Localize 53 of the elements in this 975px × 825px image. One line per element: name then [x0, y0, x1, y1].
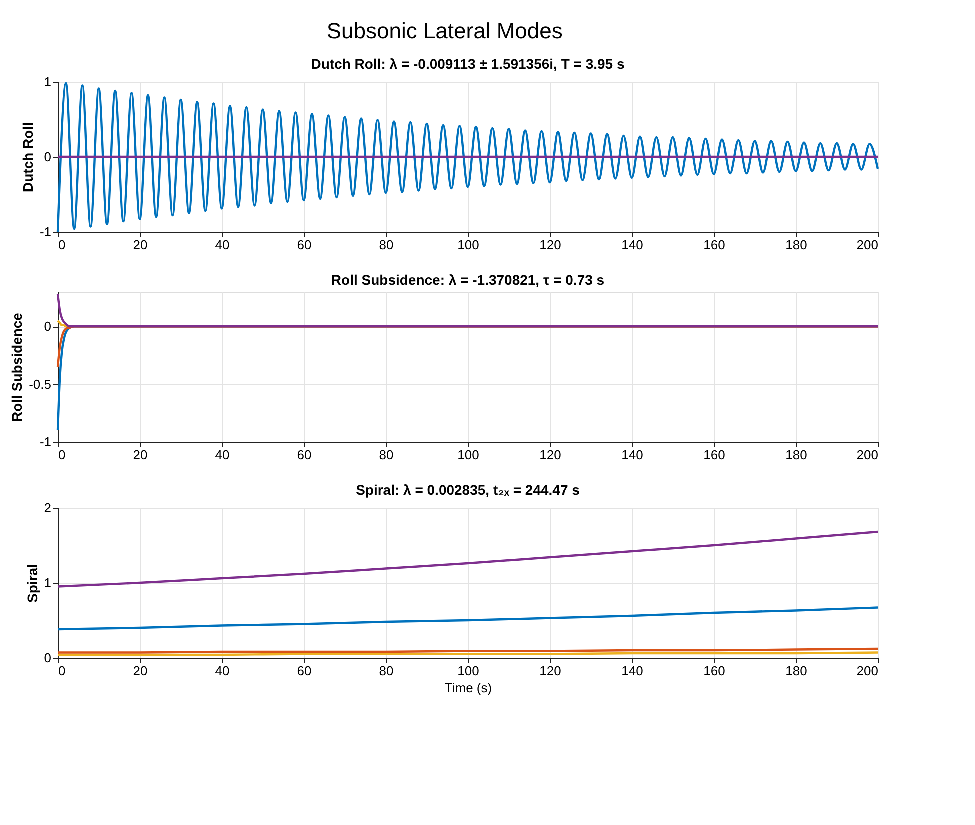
x-tick-label: 0 [58, 448, 66, 462]
chart-title: Subsonic Lateral Modes [326, 18, 563, 44]
y-tick-label: -0.5 [29, 376, 52, 392]
x-tick-label: 120 [540, 664, 562, 678]
x-tick-label: 180 [786, 238, 808, 252]
x-tick-label: 140 [622, 664, 644, 678]
line-series [56, 606, 880, 631]
y-tick-label: 2 [44, 500, 52, 516]
x-tick-label: 20 [133, 448, 148, 462]
y-tick-label: -1 [40, 434, 52, 450]
y-tick-label: 0 [44, 650, 52, 666]
x-tick-label: 40 [215, 448, 230, 462]
x-tick-label: 0 [58, 664, 66, 678]
y-tick-label: 1 [44, 74, 52, 90]
x-tick-label: 20 [133, 238, 148, 252]
x-tick-label: 180 [786, 664, 808, 678]
x-tick-label: 60 [297, 448, 312, 462]
x-tick-label: 120 [540, 238, 562, 252]
x-tick-label: 100 [458, 238, 480, 252]
x-tick-label: 140 [622, 238, 644, 252]
x-tick-label: 40 [215, 238, 230, 252]
y-tick-label: 0 [44, 150, 52, 164]
x-tick-label: 200 [856, 238, 878, 252]
x-tick-label: 140 [622, 448, 644, 462]
x-tick-label: 0 [58, 238, 66, 252]
x-tick-label: 100 [458, 664, 480, 678]
x-tick-label: 40 [215, 664, 230, 678]
chart-title: Spiral: λ = 0.002835, t₂ₓ = 244.47 s [356, 482, 580, 498]
y-axis-title: Dutch Roll [20, 122, 36, 192]
x-tick-label: 160 [704, 238, 726, 252]
x-tick-label: 200 [856, 664, 878, 678]
y-axis-title: Spiral [24, 564, 40, 603]
x-tick-label: 20 [133, 664, 148, 678]
y-tick-label: 1 [44, 576, 52, 590]
y-tick-label: -1 [40, 224, 52, 240]
x-tick-label: 80 [379, 448, 394, 462]
x-tick-label: 100 [458, 448, 480, 462]
x-tick-label: 80 [379, 664, 394, 678]
x-tick-label: 180 [786, 448, 808, 462]
line-series [56, 293, 880, 328]
x-tick-label: 160 [704, 448, 726, 462]
chart-subtitle: Dutch Roll: λ = -0.009113 ± 1.591356i, T = 3.95 s [311, 56, 625, 72]
x-tick-label: 60 [297, 664, 312, 678]
line-series [56, 530, 880, 588]
x-tick-label: 60 [297, 238, 312, 252]
x-tick-label: 80 [379, 238, 394, 252]
y-tick-label: 0 [44, 319, 52, 334]
x-tick-label: 200 [856, 448, 878, 462]
x-axis-title: Time (s) [444, 680, 492, 696]
chart-title: Roll Subsidence: λ = -1.370821, τ = 0.73 s [331, 272, 605, 288]
x-tick-label: 120 [540, 448, 562, 462]
x-tick-label: 160 [704, 664, 726, 678]
y-axis-title: Roll Subsidence [9, 312, 26, 422]
